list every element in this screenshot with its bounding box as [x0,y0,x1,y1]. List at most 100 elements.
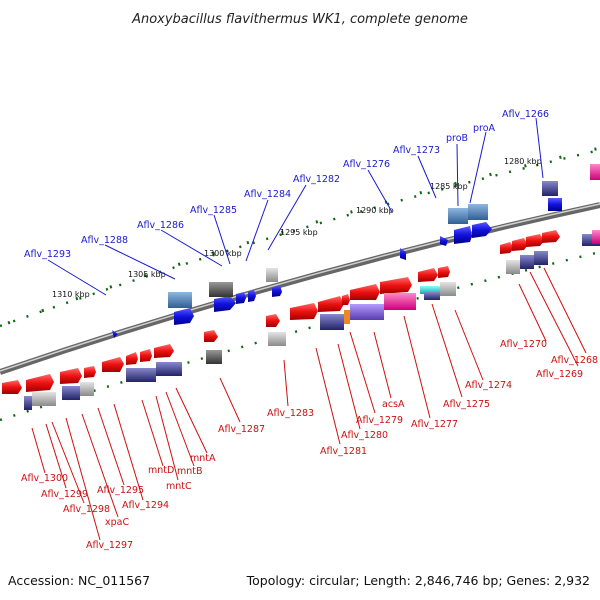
bottom-leader-lines [31,267,587,541]
gene-label[interactable]: mntB [177,466,203,477]
kbp-label: 1290 kbp [356,206,394,215]
gene-label[interactable]: Aflv_1285 [190,205,237,216]
gene-arrow[interactable] [500,242,514,254]
gene-arrow[interactable] [266,314,280,327]
gene-label[interactable]: Aflv_1283 [267,408,314,419]
gene-block[interactable] [506,260,520,274]
gene-arrow[interactable] [380,277,412,294]
gene-block[interactable] [62,386,80,400]
gene-block[interactable] [209,282,233,297]
gene-label[interactable]: Aflv_1276 [343,159,390,170]
gene-block[interactable] [590,164,600,180]
gene-arrow[interactable] [512,238,528,251]
gene-label[interactable]: Aflv_1286 [137,220,184,231]
gene-arrow[interactable] [400,248,406,260]
gene-arrow[interactable] [102,357,124,372]
gene-arrow[interactable] [290,303,318,320]
gene-label[interactable]: Aflv_1274 [465,380,512,391]
gene-block[interactable] [534,251,548,265]
gene-label[interactable]: Aflv_1275 [443,399,490,410]
gene-label[interactable]: Aflv_1295 [97,485,144,496]
gene-arrow[interactable] [248,290,256,302]
gene-label[interactable]: xpaC [105,517,129,528]
gene-arrow[interactable] [526,234,544,247]
gene-label[interactable]: acsA [382,399,405,410]
gene-arrow[interactable] [472,222,492,238]
gene-block[interactable] [542,181,558,196]
gene-block[interactable] [156,362,182,376]
gene-label[interactable]: Aflv_1280 [341,430,388,441]
gene-block[interactable] [440,282,456,296]
gene-block[interactable] [548,198,562,211]
gene-arrow[interactable] [84,366,96,378]
gene-arrow[interactable] [204,330,218,342]
gene-label[interactable]: Aflv_1298 [63,504,110,515]
gene-label[interactable]: Aflv_1266 [502,109,549,120]
map-title: Anoxybacillus flavithermus WK1, complete… [131,12,468,27]
gene-block[interactable] [32,392,56,406]
gene-block[interactable] [80,382,94,396]
gene-block[interactable] [344,310,350,324]
gene-label[interactable]: Aflv_1297 [86,540,133,551]
gene-block[interactable] [420,286,440,294]
gene-arrow[interactable] [272,285,282,297]
gene-arrow[interactable] [342,294,350,305]
gene-label[interactable]: Aflv_1270 [500,339,547,350]
gene-block[interactable] [384,293,416,310]
gene-block[interactable] [320,314,344,330]
gene-block[interactable] [520,255,534,269]
gene-label[interactable]: proA [473,123,496,134]
gene-block[interactable] [268,332,286,346]
gene-block[interactable] [350,304,384,320]
gene-label[interactable]: Aflv_1281 [320,446,367,457]
gene-label[interactable]: Aflv_1284 [244,189,291,200]
gene-arrow[interactable] [2,380,22,394]
kbp-label: 1285 kbp [430,182,468,191]
gene-arrow[interactable] [140,349,152,362]
gene-label[interactable]: Aflv_1279 [356,415,403,426]
gene-arrow[interactable] [542,230,560,243]
gene-label[interactable]: mntA [190,453,216,464]
gene-arrow[interactable] [60,368,82,384]
gene-arrow[interactable] [154,344,174,358]
gene-block[interactable] [168,292,192,308]
gene-block[interactable] [448,208,468,224]
gene-block[interactable] [126,368,156,382]
gene-arrow[interactable] [26,374,54,392]
gene-arrow[interactable] [418,268,438,282]
gene-block[interactable] [266,268,278,282]
gene-block[interactable] [424,292,440,300]
gene-arrow[interactable] [174,308,194,325]
gene-label[interactable]: Aflv_1287 [218,424,265,435]
gene-arrow[interactable] [440,236,448,246]
gene-arrow[interactable] [350,284,380,300]
gene-label[interactable]: mntC [166,481,192,492]
gene-arrow[interactable] [438,266,450,278]
gene-label[interactable]: Aflv_1273 [393,145,440,156]
gene-arrow[interactable] [112,330,118,338]
genome-backbone [0,202,600,375]
gene-label[interactable]: Aflv_1288 [81,235,128,246]
kbp-label: 1300 kbp [204,249,242,258]
gene-block[interactable] [592,230,600,244]
forward-strand-genes [112,198,562,338]
gene-block[interactable] [206,350,222,364]
gene-label[interactable]: Aflv_1277 [411,419,458,430]
gene-label[interactable]: mntD [148,465,174,476]
gene-block[interactable] [24,396,32,410]
gene-label[interactable]: Aflv_1300 [21,473,68,484]
gene-label[interactable]: Aflv_1269 [536,369,583,380]
gene-label[interactable]: Aflv_1293 [24,249,71,260]
gene-label[interactable]: proB [446,133,468,144]
gene-label[interactable]: Aflv_1282 [293,174,340,185]
gene-block[interactable] [468,204,488,220]
gene-arrow[interactable] [454,226,472,244]
gene-arrow[interactable] [214,296,236,312]
gene-label[interactable]: Aflv_1299 [41,489,88,500]
gene-arrow[interactable] [126,352,138,365]
gene-label[interactable]: Aflv_1294 [122,500,169,511]
gene-label[interactable]: Aflv_1268 [551,355,598,366]
gene-arrow[interactable] [236,292,246,304]
gene-arrow[interactable] [318,296,344,312]
